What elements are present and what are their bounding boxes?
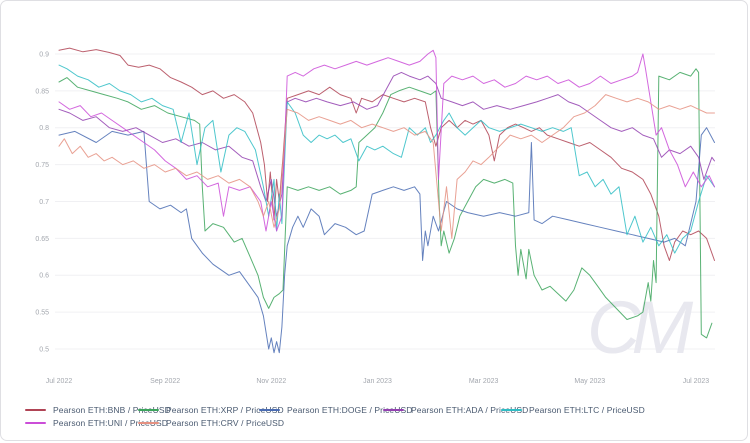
- series-line-ada: [58, 71, 715, 217]
- legend-item-ltc[interactable]: Pearson ETH:LTC / PriceUSD: [501, 404, 645, 416]
- series-line-bnb: [58, 47, 715, 261]
- legend-label-ltc: Pearson ETH:LTC / PriceUSD: [529, 405, 645, 415]
- chart-legend: Pearson ETH:BNB / PriceUSD Pearson ETH:XR…: [1, 399, 747, 439]
- x-axis-tick-label: May 2023: [574, 378, 605, 385]
- legend-item-crv[interactable]: Pearson ETH:CRV / PriceUSD: [138, 417, 284, 429]
- legend-item-xrp[interactable]: Pearson ETH:XRP / PriceUSD: [138, 404, 284, 416]
- legend-swatch-doge: [259, 409, 280, 411]
- y-axis-tick-label: 0.5: [39, 346, 49, 353]
- y-axis-tick-label: 0.85: [35, 88, 49, 95]
- legend-swatch-xrp: [138, 409, 159, 411]
- y-axis-tick-label: 0.55: [35, 310, 49, 317]
- x-axis-tick-label: Jul 2023: [683, 378, 710, 385]
- legend-item-uni[interactable]: Pearson ETH:UNI / PriceUSD: [25, 417, 168, 429]
- legend-item-bnb[interactable]: Pearson ETH:BNB / PriceUSD: [25, 404, 171, 416]
- y-axis-tick-label: 0.9: [39, 51, 49, 58]
- series-line-ltc: [58, 64, 715, 254]
- y-axis-tick-label: 0.75: [35, 162, 49, 169]
- y-axis-tick-label: 0.65: [35, 236, 49, 243]
- legend-swatch-uni: [25, 422, 46, 424]
- series-line-doge: [58, 127, 715, 354]
- y-axis-tick-label: 0.6: [39, 273, 49, 280]
- x-axis-tick-label: Jan 2023: [363, 378, 392, 385]
- legend-swatch-crv: [138, 422, 159, 424]
- legend-label-uni: Pearson ETH:UNI / PriceUSD: [53, 418, 169, 428]
- y-axis-tick-label: 0.8: [39, 125, 49, 132]
- x-axis-tick-label: Mar 2023: [469, 378, 499, 385]
- legend-label-xrp: Pearson ETH:XRP / PriceUSD: [166, 405, 284, 415]
- legend-label-bnb: Pearson ETH:BNB / PriceUSD: [53, 405, 171, 415]
- legend-label-crv: Pearson ETH:CRV / PriceUSD: [166, 418, 285, 428]
- correlation-chart: 0.9 0.85 0.8 0.75 0.7 0.65 0.6 0.55 0.5 Jul 2022 S…: [1, 1, 747, 399]
- legend-label-ada: Pearson ETH:ADA / PriceUSD: [411, 405, 529, 415]
- legend-item-doge[interactable]: Pearson ETH:DOGE / PriceUSD: [259, 404, 413, 416]
- y-axis-tick-label: 0.7: [39, 199, 49, 206]
- coinmetrics-watermark: CM: [587, 286, 693, 369]
- legend-item-ada[interactable]: Pearson ETH:ADA / PriceUSD: [383, 404, 528, 416]
- legend-swatch-ltc: [501, 409, 522, 411]
- x-axis-tick-label: Sep 2022: [150, 378, 180, 385]
- series-line-crv: [58, 94, 715, 239]
- legend-swatch-bnb: [25, 409, 46, 411]
- x-axis-tick-label: Nov 2022: [256, 378, 286, 385]
- x-axis-tick-label: Jul 2022: [46, 378, 73, 385]
- legend-label-doge: Pearson ETH:DOGE / PriceUSD: [287, 405, 413, 415]
- series-line-uni: [58, 49, 715, 232]
- legend-swatch-ada: [383, 409, 404, 411]
- chart-svg: 0.9 0.85 0.8 0.75 0.7 0.65 0.6 0.55 0.5 Jul 2022 S…: [35, 47, 715, 385]
